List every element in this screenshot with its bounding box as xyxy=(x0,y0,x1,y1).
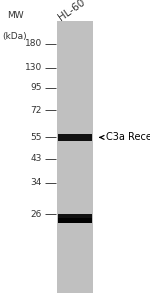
Text: 43: 43 xyxy=(31,154,42,163)
Text: 180: 180 xyxy=(25,39,42,48)
Text: HL-60: HL-60 xyxy=(57,0,87,22)
Bar xyxy=(57,21,93,293)
Text: 130: 130 xyxy=(25,63,42,72)
Text: 34: 34 xyxy=(31,178,42,187)
Bar xyxy=(58,134,92,141)
Text: (kDa): (kDa) xyxy=(3,32,27,41)
Text: 95: 95 xyxy=(30,83,42,92)
Text: C3a Receptor: C3a Receptor xyxy=(106,132,150,143)
Text: 26: 26 xyxy=(31,210,42,219)
Text: 72: 72 xyxy=(31,106,42,115)
Text: MW: MW xyxy=(7,11,23,20)
Bar xyxy=(58,217,92,223)
Text: 55: 55 xyxy=(30,133,42,142)
Bar xyxy=(58,214,92,223)
